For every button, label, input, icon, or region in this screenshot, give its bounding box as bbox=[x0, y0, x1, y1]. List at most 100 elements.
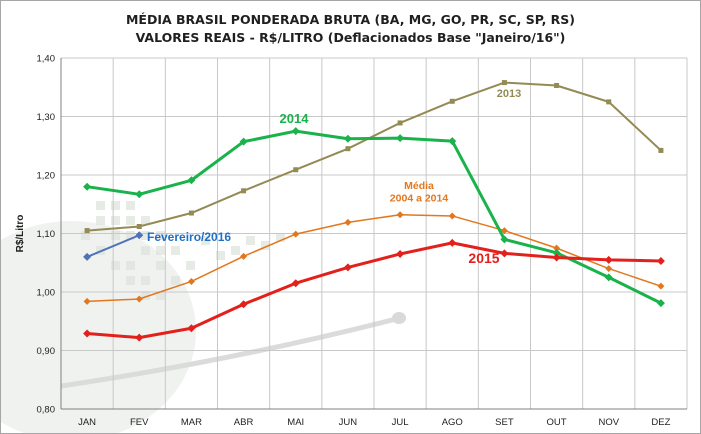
data-point bbox=[343, 134, 352, 143]
y-tick-label: 1,00 bbox=[37, 288, 56, 299]
series-label: 2013 bbox=[497, 88, 521, 100]
data-point bbox=[291, 127, 300, 136]
chart-title: MÉDIA BRASIL PONDERADA BRUTA (BA, MG, GO… bbox=[125, 12, 576, 27]
x-tick-label: ABR bbox=[234, 417, 254, 428]
data-point bbox=[553, 244, 561, 252]
background-swoosh bbox=[60, 316, 397, 389]
data-point bbox=[239, 137, 248, 146]
background-square bbox=[141, 231, 150, 240]
series-line bbox=[86, 234, 140, 258]
chart-subtitle: VALORES REAIS - R$/LITRO (Deflacionados … bbox=[135, 30, 566, 45]
data-point bbox=[135, 333, 144, 342]
background-square bbox=[276, 233, 285, 242]
data-point bbox=[396, 249, 405, 258]
data-point bbox=[136, 223, 142, 229]
x-tick-label: MAI bbox=[287, 417, 304, 428]
data-point bbox=[292, 230, 300, 238]
background-square bbox=[126, 216, 135, 225]
data-point bbox=[396, 211, 404, 219]
x-tick-label: DEZ bbox=[651, 417, 670, 428]
background-square bbox=[81, 231, 90, 240]
data-point bbox=[343, 263, 352, 272]
background-swoosh-dot bbox=[392, 312, 406, 324]
series-label: 2014 bbox=[280, 111, 310, 126]
data-point bbox=[658, 147, 664, 153]
background-square bbox=[126, 231, 135, 240]
data-point bbox=[344, 218, 352, 226]
background-square bbox=[141, 216, 150, 225]
data-point bbox=[500, 249, 509, 258]
background-square bbox=[126, 261, 135, 270]
background-square bbox=[141, 276, 150, 285]
x-tick-label: JUN bbox=[339, 417, 358, 428]
data-point bbox=[500, 235, 509, 244]
y-tick-label: 1,20 bbox=[37, 171, 56, 182]
background-square bbox=[111, 261, 120, 270]
data-point bbox=[552, 253, 561, 262]
background-square bbox=[216, 251, 225, 260]
data-point bbox=[448, 137, 457, 146]
y-tick-label: 1,40 bbox=[37, 54, 56, 65]
series-line bbox=[87, 214, 662, 303]
data-point bbox=[449, 98, 455, 104]
data-point bbox=[552, 248, 561, 257]
background-square bbox=[96, 216, 105, 225]
x-tick-label: JAN bbox=[78, 417, 96, 428]
background-square bbox=[156, 231, 165, 240]
data-point bbox=[657, 282, 665, 290]
data-point bbox=[501, 80, 507, 86]
y-tick-label: 1,30 bbox=[37, 112, 56, 123]
data-point bbox=[84, 228, 90, 234]
data-point bbox=[240, 252, 248, 260]
series-label: Média bbox=[404, 180, 434, 192]
background-square bbox=[231, 246, 240, 255]
data-point bbox=[291, 279, 300, 288]
data-point bbox=[605, 265, 613, 273]
data-point bbox=[604, 255, 613, 264]
background-square bbox=[126, 276, 135, 285]
data-point bbox=[656, 256, 665, 265]
series-label: 2004 a 2014 bbox=[390, 193, 449, 205]
x-tick-label: SET bbox=[495, 417, 514, 428]
background-square bbox=[111, 231, 120, 240]
y-tick-label: 1,10 bbox=[37, 229, 56, 240]
x-tick-label: OUT bbox=[547, 417, 567, 428]
background-square bbox=[141, 291, 150, 300]
data-point bbox=[83, 252, 92, 261]
background-globe bbox=[1, 221, 196, 433]
background-square bbox=[111, 216, 120, 225]
data-point bbox=[239, 300, 248, 309]
data-point bbox=[448, 238, 457, 247]
data-point bbox=[135, 190, 144, 199]
y-axis-label: R$/Litro bbox=[15, 215, 26, 253]
data-point bbox=[83, 182, 92, 191]
background-square bbox=[156, 291, 165, 300]
data-point bbox=[604, 273, 613, 282]
data-point bbox=[241, 188, 247, 194]
data-point bbox=[656, 299, 665, 308]
data-point bbox=[187, 277, 195, 285]
data-point bbox=[83, 329, 92, 338]
data-point bbox=[135, 231, 144, 240]
series-label: Fevereiro/2016 bbox=[147, 230, 231, 244]
data-point bbox=[500, 227, 508, 235]
data-point bbox=[293, 167, 299, 173]
data-point bbox=[448, 212, 456, 220]
x-tick-label: FEV bbox=[130, 417, 149, 428]
data-point bbox=[187, 324, 196, 333]
background-square bbox=[126, 201, 135, 210]
y-tick-label: 0,80 bbox=[37, 405, 56, 416]
background-square bbox=[261, 241, 270, 250]
series-line bbox=[87, 81, 662, 232]
background-square bbox=[186, 261, 195, 270]
x-tick-label: MAR bbox=[181, 417, 202, 428]
x-tick-label: AGO bbox=[442, 417, 463, 428]
data-point bbox=[606, 99, 612, 105]
data-point bbox=[345, 146, 351, 152]
background-square bbox=[141, 246, 150, 255]
background-square bbox=[96, 201, 105, 210]
background-square bbox=[171, 276, 180, 285]
background-square bbox=[171, 246, 180, 255]
